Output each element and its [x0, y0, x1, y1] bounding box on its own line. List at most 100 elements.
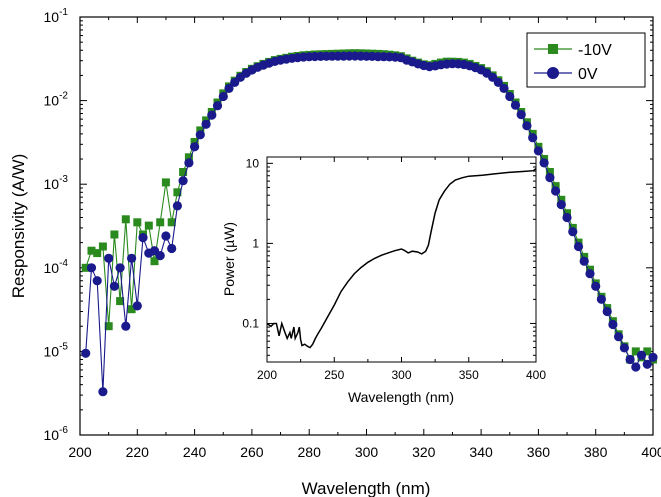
main-x-tick-label: 360 — [527, 444, 551, 460]
main-x-tick-label: 340 — [469, 444, 493, 460]
main-y-ticks: 10-6 10-5 10-4 10-3 10-2 10-1 — [44, 7, 653, 443]
data-point-0v — [522, 121, 532, 131]
data-point-0v — [195, 130, 205, 140]
legend-item-minus10v: -10V — [534, 42, 612, 59]
data-point-minus10v — [557, 195, 566, 204]
inset-y-tick-label: 1 — [252, 236, 259, 250]
main-x-tick-label: 320 — [412, 444, 436, 460]
data-point-0v — [155, 251, 165, 261]
inset-x-tick-label: 300 — [391, 368, 411, 382]
data-point-0v — [642, 359, 652, 369]
data-point-0v — [551, 186, 561, 196]
data-point-minus10v — [98, 242, 107, 251]
data-point-minus10v — [133, 218, 142, 227]
main-x-axis-title: Wavelength (nm) — [302, 479, 431, 497]
data-point-0v — [207, 110, 217, 120]
legend-label-minus10v: -10V — [578, 42, 612, 59]
inset-x-tick-label: 200 — [257, 368, 277, 382]
data-point-minus10v — [144, 221, 153, 230]
data-point-0v — [98, 387, 108, 397]
data-point-0v — [516, 110, 526, 120]
main-y-tick-label: 10-6 — [44, 425, 69, 443]
data-point-0v — [224, 83, 234, 93]
data-point-minus10v — [93, 249, 102, 258]
data-point-0v — [184, 158, 194, 168]
main-y-tick-label: 10-2 — [44, 91, 69, 109]
data-point-0v — [218, 91, 228, 102]
data-point-minus10v — [81, 263, 90, 272]
data-point-0v — [608, 319, 618, 330]
data-point-0v — [127, 253, 137, 263]
data-point-minus10v — [116, 297, 125, 306]
main-x-tick-label: 200 — [68, 444, 92, 460]
data-point-0v — [109, 281, 119, 291]
data-point-minus10v — [127, 305, 136, 314]
data-point-0v — [619, 343, 630, 353]
inset-x-axis-title: Wavelength (nm) — [348, 389, 454, 405]
legend-marker-minus10v — [548, 44, 558, 54]
data-point-0v — [585, 269, 595, 279]
inset-x-tick-label: 350 — [459, 368, 479, 382]
legend-box — [526, 32, 646, 88]
data-point-0v — [104, 253, 114, 263]
data-point-0v — [648, 352, 658, 362]
inset-y-axis-title: Power (µW) — [221, 222, 237, 296]
data-point-minus10v — [184, 153, 193, 162]
data-point-0v — [81, 348, 91, 358]
data-point-0v — [528, 133, 538, 143]
data-point-0v — [499, 83, 509, 93]
data-point-0v — [115, 263, 125, 273]
data-point-0v — [121, 321, 131, 331]
main-x-tick-label: 300 — [355, 444, 379, 460]
data-point-minus10v — [179, 168, 188, 176]
data-point-minus10v — [156, 218, 165, 227]
data-point-0v — [545, 173, 555, 183]
data-point-0v — [161, 231, 171, 241]
main-y-tick-label: 10-5 — [44, 341, 69, 359]
main-x-tick-label: 400 — [641, 444, 661, 460]
inset-x-tick-label: 250 — [324, 368, 344, 382]
main-x-tick-label: 260 — [240, 444, 264, 460]
data-point-0v — [505, 91, 515, 102]
data-point-minus10v — [110, 230, 119, 239]
data-point-0v — [556, 200, 566, 210]
data-point-0v — [167, 243, 177, 254]
main-y-tick-label: 10-1 — [44, 7, 69, 25]
main-series — [81, 49, 658, 397]
data-point-0v — [510, 100, 521, 110]
main-x-tick-label: 220 — [126, 444, 150, 460]
data-point-minus10v — [104, 322, 113, 331]
data-point-minus10v — [161, 178, 170, 187]
inset-plot: 200 250 300 350 400 0.1 1 10 Wavelength (nm) P… — [221, 156, 546, 405]
data-point-0v — [539, 158, 549, 168]
legend-marker-0v — [547, 67, 559, 79]
data-point-0v — [138, 233, 148, 243]
data-point-0v — [636, 350, 647, 360]
main-plot: 200 220 240 260 280 300 320 340 360 380 400 10-610… — [9, 7, 661, 497]
data-point-0v — [631, 362, 641, 372]
data-point-minus10v — [150, 257, 159, 266]
data-point-0v — [172, 201, 182, 211]
inset-y-tick-label: 0.1 — [242, 316, 259, 330]
inset-y-tick-label: 10 — [246, 156, 260, 170]
main-x-tick-label: 380 — [584, 444, 608, 460]
data-point-0v — [212, 101, 223, 111]
data-point-0v — [625, 354, 635, 365]
data-point-0v — [591, 281, 601, 291]
main-y-tick-label: 10-4 — [44, 258, 69, 276]
data-point-minus10v — [190, 138, 199, 146]
data-point-0v — [92, 276, 102, 286]
data-point-0v — [86, 263, 97, 273]
data-point-minus10v — [631, 347, 640, 356]
data-point-0v — [533, 146, 544, 156]
data-point-0v — [602, 306, 612, 317]
main-x-tick-label: 240 — [183, 444, 207, 460]
data-point-0v — [568, 227, 578, 237]
data-point-0v — [579, 256, 589, 266]
data-point-0v — [201, 119, 211, 129]
data-point-0v — [562, 212, 572, 223]
data-point-0v — [132, 301, 142, 311]
legend: -10V 0V — [526, 32, 646, 88]
inset-x-tick-label: 400 — [526, 368, 546, 382]
